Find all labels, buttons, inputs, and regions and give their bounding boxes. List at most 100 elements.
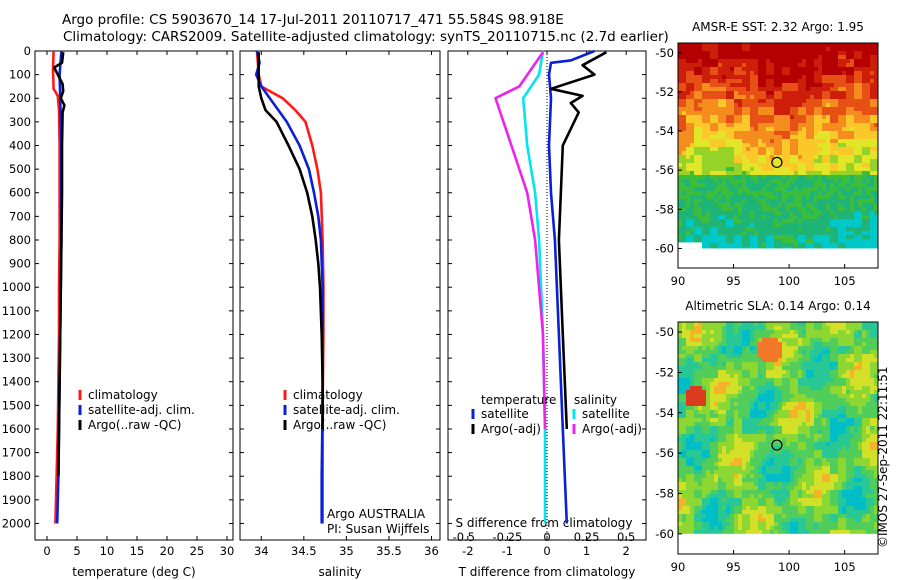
x-tick-label: 2 (623, 544, 630, 558)
x-tick-label: 20 (160, 544, 175, 558)
depth-tick-label: 1200 (2, 327, 31, 341)
x-axis-label: salinity (318, 565, 361, 579)
sst-land-mask (678, 242, 702, 249)
legend-label: Argo(..raw -QC) (88, 418, 181, 432)
legend-label: satellite-adj. clim. (293, 403, 400, 417)
map-lon-label: 90 (671, 274, 686, 288)
depth-tick-label: 300 (9, 115, 31, 129)
series-temperature-argo-adj- (549, 51, 608, 430)
x-tick-label: 35 (339, 544, 354, 558)
map-lon-label: 95 (726, 560, 741, 574)
sst-map-title: AMSR-E SST: 2.32 Argo: 1.95 (692, 20, 864, 34)
series-climatology (255, 50, 325, 524)
panel-frame-salinity-panel (239, 50, 441, 541)
depth-tick-label: 1000 (2, 280, 31, 294)
legend-label: Argo(..raw -QC) (293, 418, 386, 432)
map-lat-label: -52 (655, 85, 674, 99)
sst-heatmap-field (678, 43, 878, 249)
series-satellite-adj-clim- (254, 50, 324, 524)
x-tick-label: -2 (462, 544, 473, 558)
depth-tick-label: 1500 (2, 398, 31, 412)
series-climatology (51, 50, 61, 524)
x-tick-label: -1 (502, 544, 513, 558)
depth-tick-label: 1900 (2, 493, 31, 507)
sst-argo-position-marker (771, 156, 783, 168)
pi-annotation: PI: Susan Wijffels (327, 522, 429, 536)
sst-map-frame (677, 42, 879, 269)
series-argo-raw-qc- (52, 52, 66, 477)
depth-tick-label: 2000 (2, 516, 31, 530)
series-argo-raw-qc- (257, 52, 324, 429)
x-tick-label: 15 (130, 544, 145, 558)
x-tick-label: 0 (543, 544, 550, 558)
x-tick-label-top: 0 (543, 530, 550, 544)
depth-tick-label: 1700 (2, 446, 31, 460)
x-tick-label-top: 0.25 (574, 530, 600, 544)
legend-label: climatology (293, 388, 363, 402)
map-lat-label: -50 (655, 46, 674, 60)
depth-tick-label: 900 (9, 257, 31, 271)
x-axis-label-bottom: T difference from climatology (458, 565, 636, 579)
x-tick-label: 36 (424, 544, 439, 558)
legend-label: satellite-adj. clim. (88, 403, 195, 417)
map-lon-label: 95 (726, 274, 741, 288)
figure-title-line2: Climatology: CARS2009. Satellite-adjuste… (63, 29, 669, 45)
legend-label: satellite (481, 407, 529, 421)
x-tick-label: 5 (73, 544, 80, 558)
map-lat-label: -56 (655, 163, 674, 177)
legend-label: Argo(-adj) (582, 422, 642, 436)
depth-tick-label: 600 (9, 186, 31, 200)
x-tick-label: 34 (254, 544, 269, 558)
depth-tick-label: 100 (9, 68, 31, 82)
depth-tick-label: 1600 (2, 422, 31, 436)
depth-tick-label: 400 (9, 138, 31, 152)
argo-country-annotation: Argo AUSTRALIA (327, 507, 426, 521)
map-lon-label: 105 (834, 560, 856, 574)
sla-map-title: Altimetric SLA: 0.14 Argo: 0.14 (685, 299, 870, 313)
depth-tick-label: 800 (9, 233, 31, 247)
depth-tick-label: 1300 (2, 351, 31, 365)
series-temperature-satellite (547, 49, 595, 524)
map-lat-label: -60 (655, 527, 674, 541)
x-tick-label: 10 (100, 544, 115, 558)
sla-map-frame (677, 321, 879, 555)
map-lat-label: -56 (655, 446, 674, 460)
depth-tick-label: 500 (9, 162, 31, 176)
x-tick-label: 25 (190, 544, 205, 558)
depth-tick-label: 700 (9, 209, 31, 223)
x-tick-label: 1 (583, 544, 590, 558)
map-lon-label: 90 (671, 560, 686, 574)
depth-tick-label: 1800 (2, 469, 31, 483)
depth-tick-label: 0 (24, 44, 31, 58)
series-salinity-satellite (521, 50, 547, 524)
map-lat-label: -58 (655, 486, 674, 500)
map-lat-label: -52 (655, 365, 674, 379)
x-tick-label-top: 0.5 (617, 530, 635, 544)
panel-frame-difference-panel (447, 50, 647, 541)
depth-tick-label: 1400 (2, 375, 31, 389)
x-axis-label: temperature (deg C) (72, 565, 195, 579)
sla-argo-position-marker (771, 439, 783, 451)
map-lat-label: -54 (655, 124, 674, 138)
map-lat-label: -58 (655, 202, 674, 216)
series-salinity-argo-adj- (494, 51, 547, 430)
depth-tick-label: 1100 (2, 304, 31, 318)
map-lat-label: -50 (655, 325, 674, 339)
figure-title-line1: Argo profile: CS 5903670_14 17-Jul-2011 … (62, 12, 564, 28)
imos-timestamp: ©IMOS 27-Sep-2011 22:11:51 (876, 366, 890, 548)
legend-label: Argo(-adj) (481, 422, 541, 436)
x-tick-label: 30 (220, 544, 235, 558)
map-lon-label: 100 (778, 560, 800, 574)
map-lat-label: -54 (655, 406, 674, 420)
legend-title-salinity: salinity (574, 393, 617, 407)
x-tick-label: 0 (43, 544, 50, 558)
map-lon-label: 105 (834, 274, 856, 288)
x-tick-label-top: -0.5 (453, 530, 475, 544)
legend-label: satellite (582, 407, 630, 421)
x-tick-label-top: -0.25 (493, 530, 523, 544)
map-lon-label: 100 (778, 274, 800, 288)
legend-label: climatology (88, 388, 158, 402)
map-lat-label: -60 (655, 241, 674, 255)
depth-tick-label: 200 (9, 91, 31, 105)
